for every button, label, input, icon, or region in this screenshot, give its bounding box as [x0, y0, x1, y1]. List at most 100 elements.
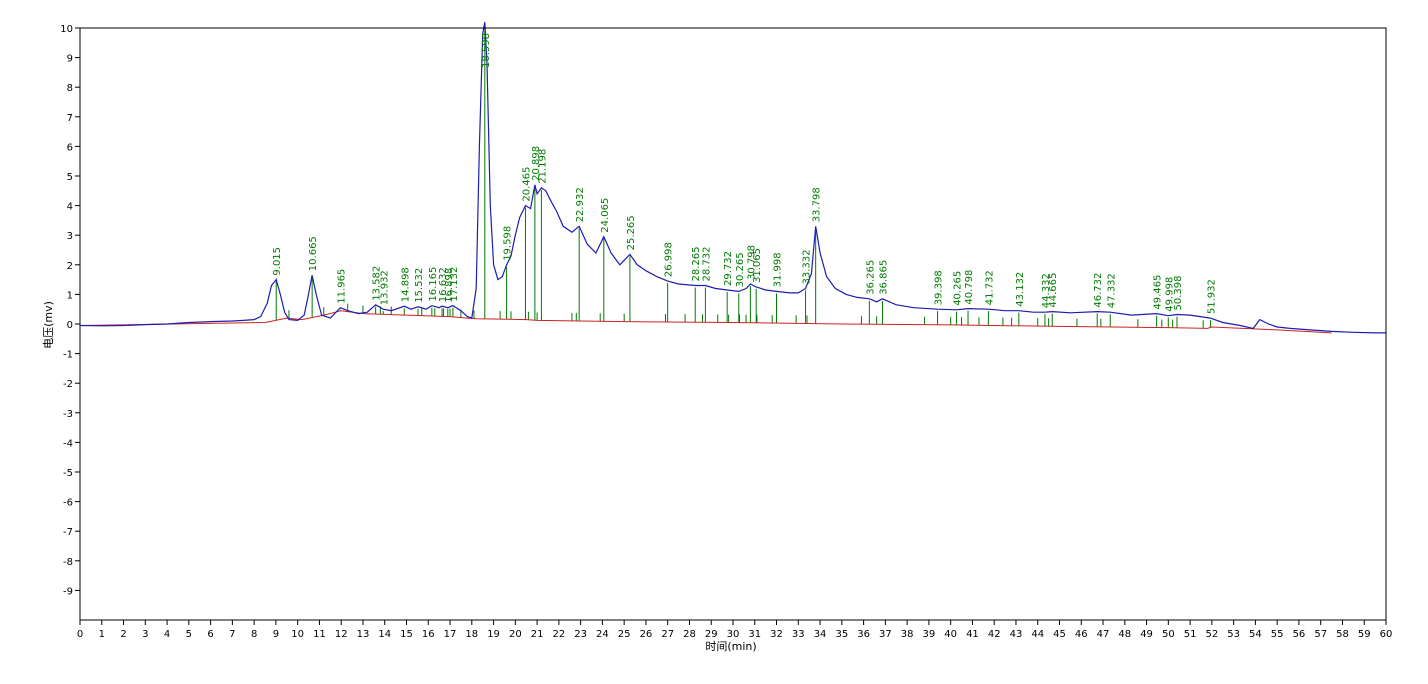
x-tick-label: 58: [1336, 629, 1349, 640]
x-tick-label: 25: [618, 629, 631, 640]
x-tick-label: 23: [574, 629, 587, 640]
peak-markers: [275, 24, 1211, 328]
x-tick-label: 53: [1227, 629, 1240, 640]
x-tick-label: 4: [164, 629, 170, 640]
y-tick-label: 7: [67, 113, 73, 124]
x-tick-label: 7: [229, 629, 235, 640]
peak-label: 13.932: [379, 270, 390, 305]
x-tick-label: 59: [1358, 629, 1371, 640]
y-tick-label: -2: [63, 379, 73, 390]
x-tick-label: 42: [988, 629, 1001, 640]
peak-label: 39.398: [934, 270, 945, 305]
x-tick-label: 44: [1031, 629, 1044, 640]
x-tick-label: 31: [748, 629, 761, 640]
y-tick-label: 10: [60, 24, 73, 35]
x-tick-label: 0: [77, 629, 83, 640]
x-tick-label: 52: [1205, 629, 1218, 640]
peak-label: 33.798: [812, 187, 823, 222]
peak-label: 9.015: [272, 247, 283, 276]
x-tick-label: 27: [661, 629, 674, 640]
peak-label: 50.398: [1173, 276, 1184, 311]
x-tick-label: 30: [727, 629, 740, 640]
x-tick-label: 15: [400, 629, 413, 640]
peak-label: 36.265: [865, 260, 876, 295]
y-tick-label: 0: [67, 320, 73, 331]
y-tick-label: -6: [63, 498, 73, 509]
peak-label: 25.265: [626, 215, 637, 250]
x-tick-label: 20: [509, 629, 522, 640]
peak-label: 18.598: [481, 33, 492, 68]
signal-line: [79, 21, 1386, 334]
peak-label: 30.798: [746, 245, 757, 280]
x-tick-label: 35: [835, 629, 848, 640]
x-axis-title: 时间(min): [705, 640, 756, 653]
peak-label: 21.198: [537, 149, 548, 184]
y-axis-title: 电压(mv): [42, 301, 55, 349]
x-tick-label: 55: [1271, 629, 1284, 640]
plot-frame: [79, 27, 1387, 621]
x-tick-label: 47: [1097, 629, 1110, 640]
peak-label: 44.332: [1041, 273, 1052, 308]
x-tick-label: 13: [357, 629, 370, 640]
x-tick-label: 34: [814, 629, 827, 640]
y-tick-label: -8: [63, 557, 73, 568]
peak-label: 14.898: [400, 267, 411, 302]
x-tick-label: 14: [378, 629, 391, 640]
axes: [79, 27, 1387, 621]
x-tick-label: 38: [901, 629, 914, 640]
x-tick-label: 10: [291, 629, 304, 640]
peak-label: 28.732: [701, 247, 712, 282]
x-tick-label: 2: [120, 629, 126, 640]
x-tick-label: 19: [487, 629, 500, 640]
peak-label: 46.732: [1093, 273, 1104, 308]
x-tick-label: 33: [792, 629, 805, 640]
x-tick-label: 24: [596, 629, 609, 640]
x-tick-label: 49: [1140, 629, 1153, 640]
x-ticks: 0 1 2 3 4 5 6 7 8 9 10 11 12 13 14 15 16 17 18 19 20 21 22 23 24…: [77, 620, 1393, 640]
y-tick-label: 1: [67, 290, 73, 301]
x-tick-label: 50: [1162, 629, 1175, 640]
x-tick-label: 48: [1118, 629, 1131, 640]
x-tick-label: 60: [1380, 629, 1393, 640]
peak-label: 43.132: [1015, 272, 1026, 307]
y-tick-label: -9: [63, 586, 73, 597]
series-lines: [79, 21, 1386, 334]
y-tick-label: 3: [67, 231, 73, 242]
peak-label: 33.332: [802, 250, 813, 285]
y-tick-label: 5: [67, 172, 73, 183]
y-tick-label: 4: [67, 202, 73, 213]
peak-label: 16.632: [438, 267, 449, 302]
y-tick-label: 8: [67, 83, 73, 94]
peak-label: 19.598: [503, 226, 514, 261]
x-tick-label: 17: [444, 629, 457, 640]
peak-label: 47.332: [1106, 273, 1117, 308]
peak-label: 13.582: [372, 266, 383, 301]
x-tick-label: 41: [966, 629, 979, 640]
peak-label: 49.465: [1153, 275, 1164, 310]
peak-label: 16.165: [428, 267, 439, 302]
peak-label: 30.265: [735, 252, 746, 287]
x-tick-label: 16: [422, 629, 435, 640]
peak-label: 31.998: [773, 252, 784, 287]
x-tick-label: 12: [335, 629, 348, 640]
y-tick-label: -3: [63, 409, 73, 420]
peak-label: 28.265: [691, 247, 702, 282]
x-tick-label: 40: [944, 629, 957, 640]
x-tick-label: 5: [186, 629, 192, 640]
x-tick-label: 46: [1075, 629, 1088, 640]
integration-marks: [288, 303, 1204, 329]
peak-label: 29.732: [723, 251, 734, 286]
peak-label: 26.998: [664, 242, 675, 277]
x-tick-label: 39: [923, 629, 936, 640]
x-tick-label: 28: [683, 629, 696, 640]
peak-label: 11.965: [336, 269, 347, 304]
peak-label: 20.465: [522, 167, 533, 202]
x-tick-label: 11: [313, 629, 326, 640]
x-tick-label: 45: [1053, 629, 1066, 640]
x-tick-label: 9: [273, 629, 279, 640]
baseline-line: [79, 310, 1332, 334]
x-tick-label: 3: [142, 629, 148, 640]
x-tick-label: 51: [1184, 629, 1197, 640]
